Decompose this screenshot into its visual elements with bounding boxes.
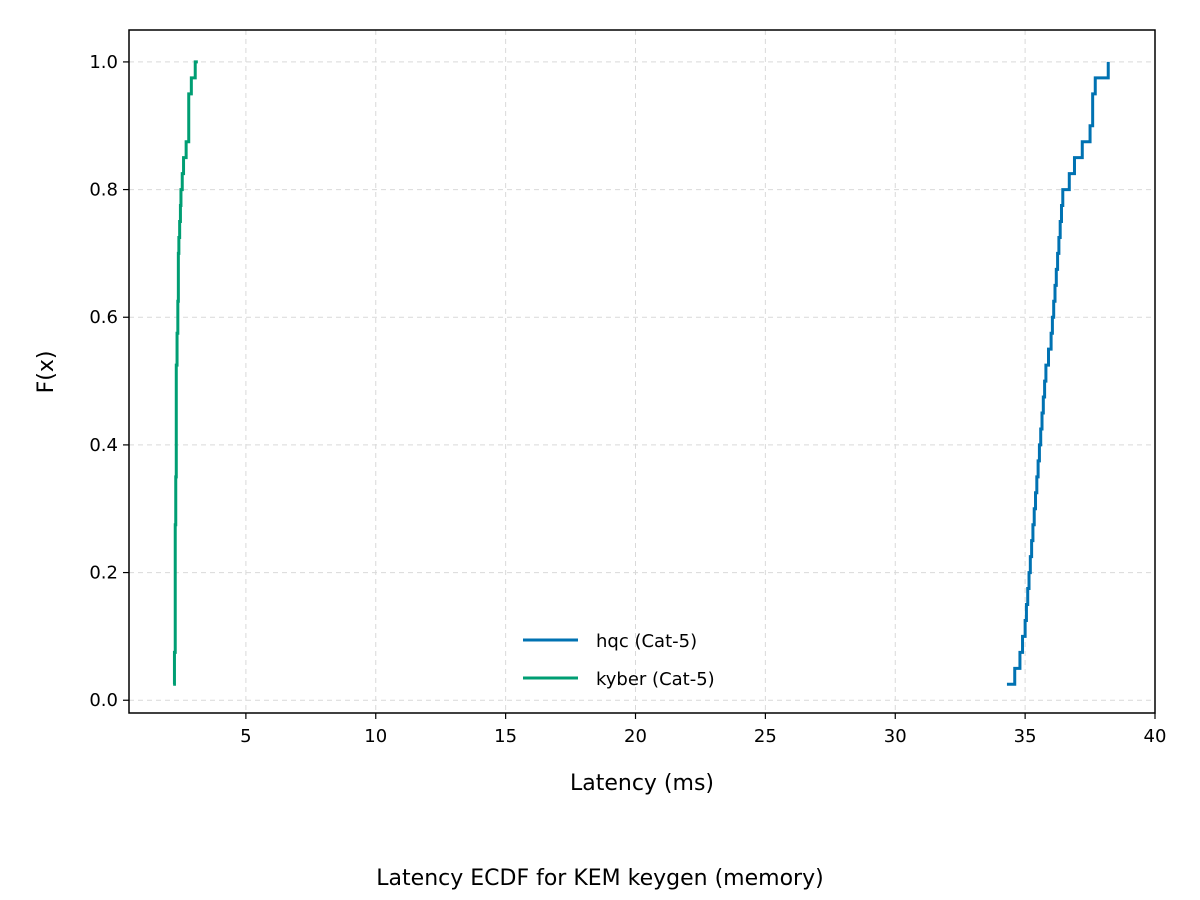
legend-label-kyber: kyber (Cat-5) (596, 669, 715, 690)
x-axis-label: Latency (ms) (570, 771, 714, 796)
series-line-kyber (172, 60, 198, 686)
x-tick-label: 5 (240, 726, 251, 747)
legend-label-hqc: hqc (Cat-5) (596, 631, 697, 652)
legend: hqc (Cat-5) kyber (Cat-5) (523, 631, 715, 690)
y-tick-label: 0.0 (89, 690, 118, 711)
y-axis-label: F(x) (34, 351, 59, 394)
y-tick-label: 0.4 (89, 435, 118, 456)
y-tick-label: 0.2 (89, 563, 118, 584)
figure-caption: Latency ECDF for KEM keygen (memory) (376, 866, 824, 891)
plot-frame (128, 29, 1156, 714)
x-tick-label: 15 (494, 726, 517, 747)
x-tick-label: 35 (1014, 726, 1037, 747)
y-tick-label: 0.8 (89, 180, 118, 201)
y-axis-ticks: 0.0 0.2 0.4 0.6 0.8 1.0 (89, 52, 129, 711)
x-axis-ticks: 5 10 15 20 25 30 35 40 (240, 713, 1166, 747)
x-tick-label: 20 (624, 726, 647, 747)
grid-lines (129, 30, 1156, 713)
series-line-hqc (1006, 61, 1110, 686)
series-layer (172, 60, 1110, 686)
y-tick-label: 1.0 (89, 52, 118, 73)
x-tick-label: 40 (1144, 726, 1167, 747)
x-tick-label: 25 (754, 726, 777, 747)
x-tick-label: 30 (884, 726, 907, 747)
y-tick-label: 0.6 (89, 307, 118, 328)
x-tick-label: 10 (364, 726, 387, 747)
